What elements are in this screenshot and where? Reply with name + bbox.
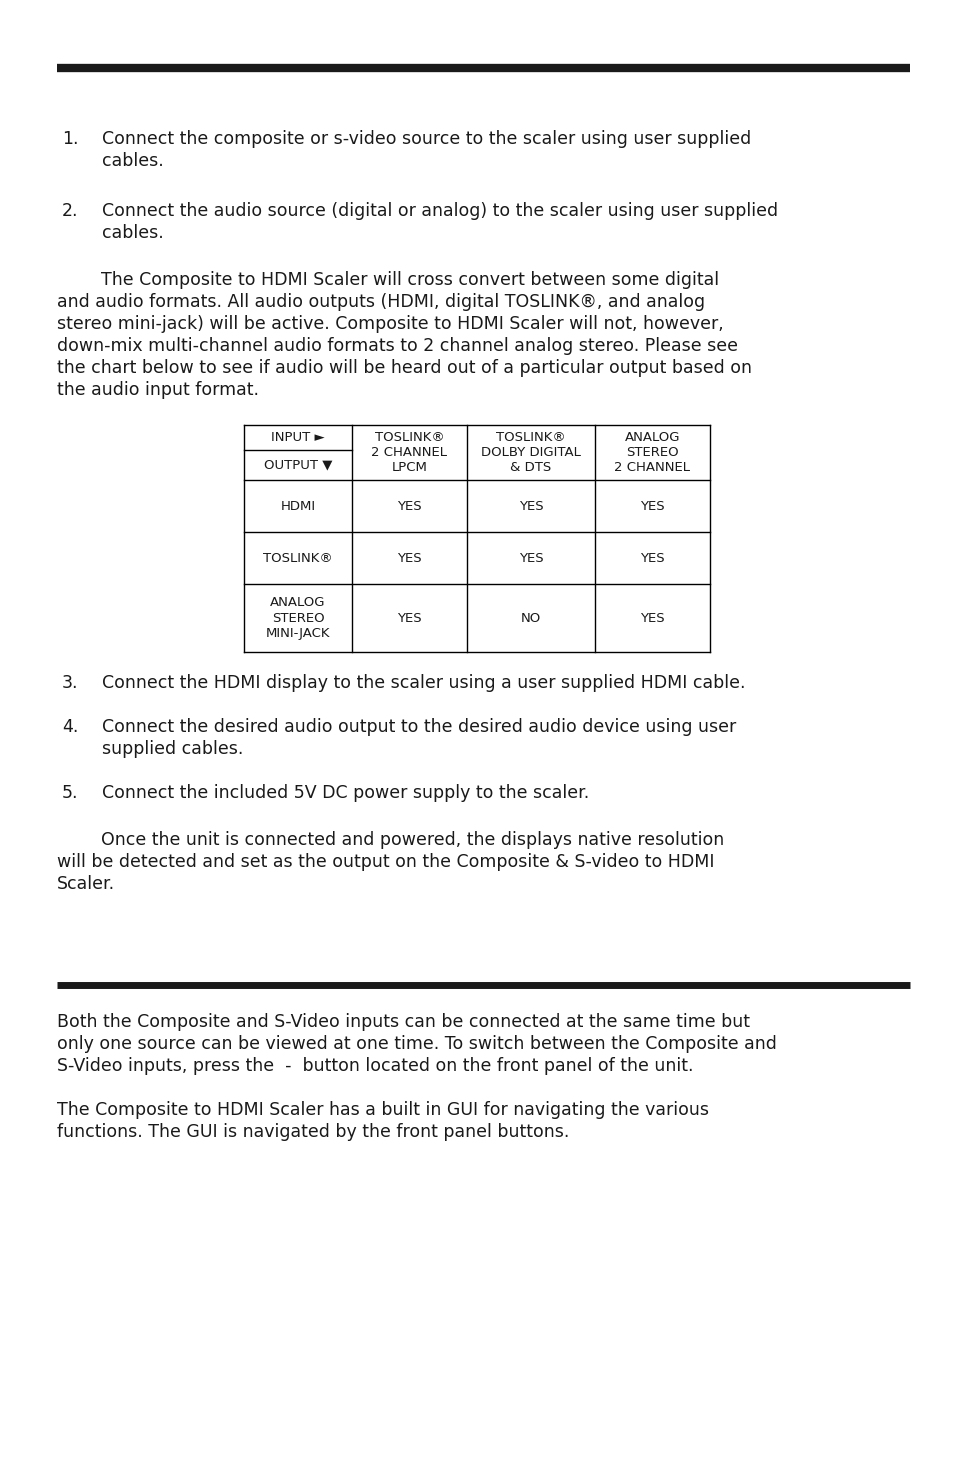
Text: the audio input format.: the audio input format. — [57, 381, 258, 400]
Text: 4.: 4. — [62, 718, 78, 736]
Text: only one source can be viewed at one time. To switch between the Composite and: only one source can be viewed at one tim… — [57, 1035, 776, 1053]
Text: YES: YES — [396, 612, 421, 624]
Text: TOSLINK®
2 CHANNEL
LPCM: TOSLINK® 2 CHANNEL LPCM — [371, 431, 447, 473]
Text: Connect the audio source (digital or analog) to the scaler using user supplied: Connect the audio source (digital or ana… — [102, 202, 778, 220]
Text: Once the unit is connected and powered, the displays native resolution: Once the unit is connected and powered, … — [57, 830, 723, 850]
Text: cables.: cables. — [102, 224, 164, 242]
Text: YES: YES — [639, 552, 664, 565]
Text: YES: YES — [518, 500, 543, 512]
Text: The Composite to HDMI Scaler will cross convert between some digital: The Composite to HDMI Scaler will cross … — [57, 271, 719, 289]
Text: 5.: 5. — [62, 785, 78, 802]
Text: NO: NO — [520, 612, 540, 624]
Text: ANALOG
STEREO
2 CHANNEL: ANALOG STEREO 2 CHANNEL — [614, 431, 690, 473]
Text: cables.: cables. — [102, 152, 164, 170]
Text: down-mix multi-channel audio formats to 2 channel analog stereo. Please see: down-mix multi-channel audio formats to … — [57, 336, 738, 355]
Text: INPUT ►: INPUT ► — [271, 431, 325, 444]
Text: will be detected and set as the output on the Composite & S-video to HDMI: will be detected and set as the output o… — [57, 853, 714, 872]
Text: S-Video inputs, press the  -  button located on the front panel of the unit.: S-Video inputs, press the - button locat… — [57, 1058, 693, 1075]
Text: the chart below to see if audio will be heard out of a particular output based o: the chart below to see if audio will be … — [57, 358, 751, 378]
Text: YES: YES — [518, 552, 543, 565]
Text: TOSLINK®
DOLBY DIGITAL
& DTS: TOSLINK® DOLBY DIGITAL & DTS — [480, 431, 580, 473]
Text: stereo mini-jack) will be active. Composite to HDMI Scaler will not, however,: stereo mini-jack) will be active. Compos… — [57, 316, 723, 333]
Text: The Composite to HDMI Scaler has a built in GUI for navigating the various: The Composite to HDMI Scaler has a built… — [57, 1100, 708, 1120]
Text: YES: YES — [639, 612, 664, 624]
Text: 3.: 3. — [62, 674, 78, 692]
Text: YES: YES — [396, 500, 421, 512]
Text: HDMI: HDMI — [280, 500, 315, 512]
Text: and audio formats. All audio outputs (HDMI, digital TOSLINK®, and analog: and audio formats. All audio outputs (HD… — [57, 294, 704, 311]
Text: Connect the composite or s-video source to the scaler using user supplied: Connect the composite or s-video source … — [102, 130, 750, 148]
Text: OUTPUT ▼: OUTPUT ▼ — [263, 459, 332, 472]
Text: supplied cables.: supplied cables. — [102, 740, 243, 758]
Text: TOSLINK®: TOSLINK® — [263, 552, 333, 565]
Text: 1.: 1. — [62, 130, 78, 148]
Text: Connect the included 5V DC power supply to the scaler.: Connect the included 5V DC power supply … — [102, 785, 589, 802]
Text: YES: YES — [639, 500, 664, 512]
Text: functions. The GUI is navigated by the front panel buttons.: functions. The GUI is navigated by the f… — [57, 1122, 569, 1142]
Text: Connect the desired audio output to the desired audio device using user: Connect the desired audio output to the … — [102, 718, 736, 736]
Text: YES: YES — [396, 552, 421, 565]
Text: Scaler.: Scaler. — [57, 875, 115, 892]
Text: ANALOG
STEREO
MINI-JACK: ANALOG STEREO MINI-JACK — [266, 596, 330, 640]
Text: Both the Composite and S-Video inputs can be connected at the same time but: Both the Composite and S-Video inputs ca… — [57, 1013, 749, 1031]
Text: Connect the HDMI display to the scaler using a user supplied HDMI cable.: Connect the HDMI display to the scaler u… — [102, 674, 744, 692]
Text: 2.: 2. — [62, 202, 78, 220]
